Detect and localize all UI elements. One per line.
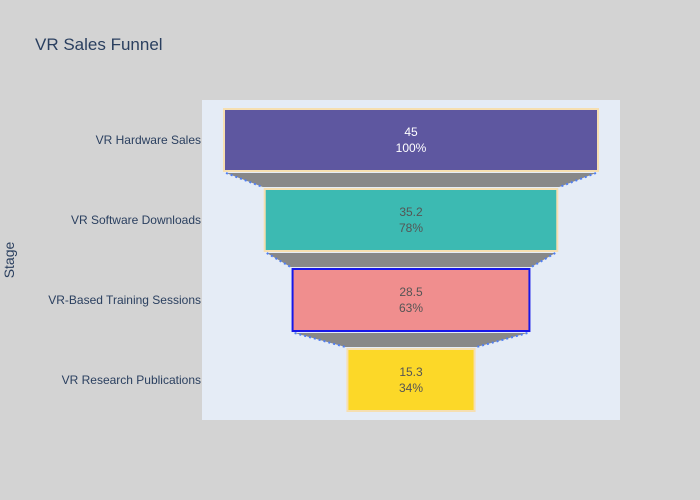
funnel-bar[interactable] [346, 348, 476, 412]
y-tick-label: VR-Based Training Sessions [48, 293, 201, 307]
y-tick-label: VR Software Downloads [71, 213, 201, 227]
bar-percent-label: 63% [399, 301, 423, 315]
connector-edge-left [294, 332, 346, 348]
funnel-bar[interactable] [223, 108, 599, 172]
funnel-bars [223, 108, 599, 412]
bar-percent-label: 34% [399, 381, 423, 395]
y-axis-ticks: VR Hardware Sales VR Software Downloads VR… [48, 133, 201, 387]
y-axis-title: Stage [1, 241, 17, 278]
chart-title: VR Sales Funnel [35, 35, 163, 54]
bar-value-label: 35.2 [399, 205, 423, 219]
connector-edge-right [476, 332, 528, 348]
funnel-connector [294, 333, 528, 347]
y-tick-label: VR Hardware Sales [96, 133, 201, 147]
bar-percent-label: 100% [396, 141, 427, 155]
connector-edge-right [558, 172, 597, 188]
funnel-connector [266, 253, 556, 267]
bar-value-label: 45 [404, 125, 418, 139]
y-tick-label: VR Research Publications [62, 373, 201, 387]
connector-edge-left [225, 172, 264, 188]
bar-percent-label: 78% [399, 221, 423, 235]
funnel-labels: 45 100% 35.2 78% 28.5 63% 15.3 34% [396, 125, 427, 395]
funnel-connectors [225, 172, 597, 348]
funnel-connector [226, 173, 596, 187]
funnel-bar[interactable] [291, 268, 531, 332]
funnel-bar[interactable] [263, 188, 559, 252]
bar-value-label: 15.3 [399, 365, 423, 379]
bar-value-label: 28.5 [399, 285, 423, 299]
